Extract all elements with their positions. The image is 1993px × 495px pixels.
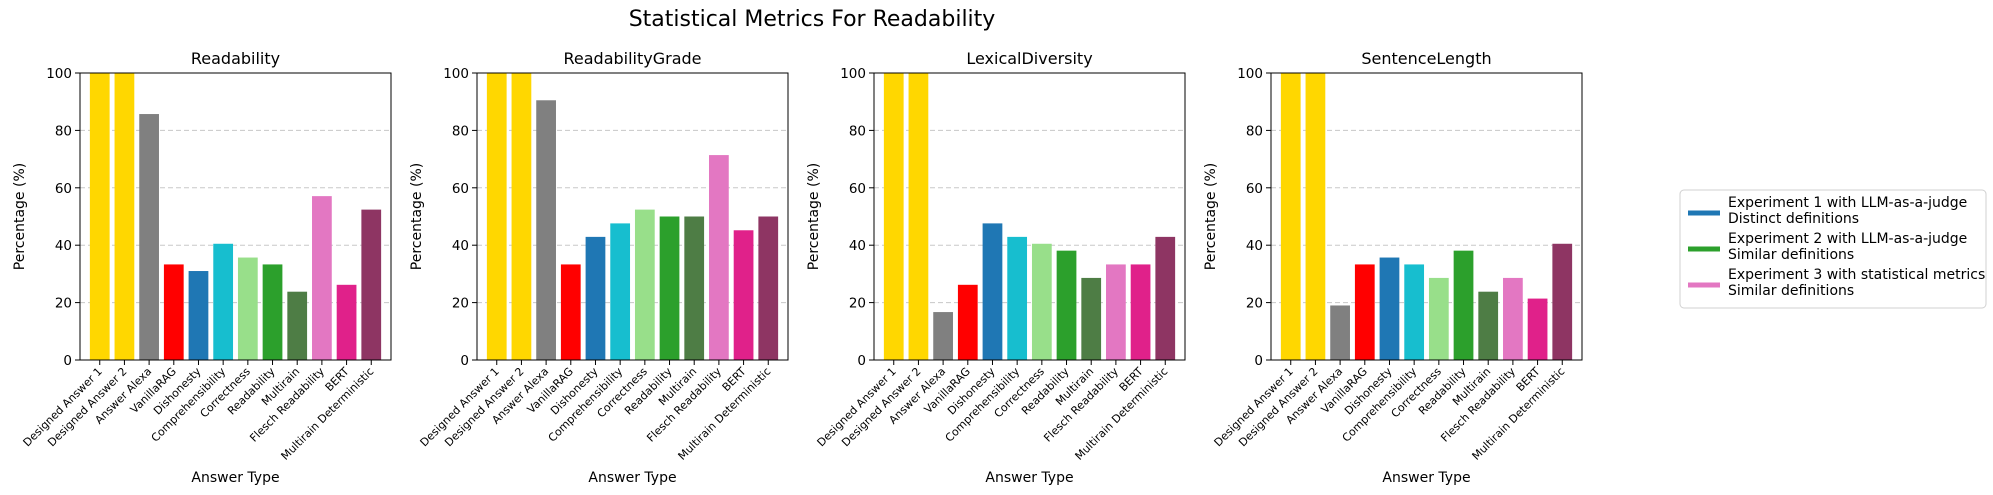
y-tick-label: 40	[452, 238, 469, 254]
bar	[909, 73, 929, 360]
bar	[684, 217, 704, 361]
panel-title: SentenceLength	[1361, 49, 1491, 68]
bar	[1155, 237, 1175, 360]
bar	[1380, 258, 1400, 360]
bar	[734, 230, 754, 360]
bar	[1478, 292, 1498, 360]
y-tick-label: 100	[443, 66, 469, 82]
bar	[1552, 244, 1572, 360]
y-tick-label: 0	[857, 353, 866, 369]
bar	[164, 264, 184, 360]
bar	[1454, 251, 1474, 360]
chart-panel-1: 020406080100Designed Answer 1Designed An…	[12, 49, 391, 486]
bar	[536, 100, 556, 360]
legend-label: Similar definitions	[1728, 247, 1854, 263]
bar	[1404, 264, 1424, 360]
bar	[586, 237, 606, 360]
bar	[884, 73, 904, 360]
bar	[287, 292, 307, 360]
panel-title: LexicalDiversity	[966, 49, 1092, 68]
bar	[1057, 251, 1077, 360]
y-tick-label: 80	[452, 123, 469, 139]
bar	[1007, 237, 1027, 360]
bar	[610, 223, 630, 360]
x-axis-label: Answer Type	[985, 470, 1073, 486]
bar	[1131, 264, 1151, 360]
bar	[213, 244, 233, 360]
bar	[933, 312, 953, 360]
bar	[983, 223, 1003, 360]
y-tick-label: 0	[63, 353, 72, 369]
bar	[263, 264, 283, 360]
y-tick-label: 40	[55, 238, 72, 254]
y-tick-label: 60	[849, 181, 866, 197]
bar	[1306, 73, 1326, 360]
bar	[958, 285, 978, 360]
bar	[660, 217, 680, 361]
bar	[312, 196, 332, 360]
y-tick-label: 40	[849, 238, 866, 254]
y-tick-label: 80	[55, 123, 72, 139]
y-tick-label: 100	[46, 66, 72, 82]
bar	[512, 73, 532, 360]
legend-label: Experiment 1 with LLM-as-a-judge	[1728, 195, 1967, 211]
bar	[1330, 305, 1350, 360]
y-tick-label: 100	[840, 66, 866, 82]
y-tick-label: 60	[452, 181, 469, 197]
bar	[561, 264, 581, 360]
y-tick-label: 0	[1254, 353, 1263, 369]
y-axis-label: Percentage (%)	[409, 163, 425, 270]
chart-panel-3: 020406080100Designed Answer 1Designed An…	[806, 49, 1185, 486]
bar	[139, 114, 159, 360]
bar	[361, 210, 381, 360]
y-tick-label: 80	[1246, 123, 1263, 139]
bar	[1503, 278, 1523, 360]
legend-label: Distinct definitions	[1728, 211, 1859, 227]
y-tick-label: 60	[1246, 181, 1263, 197]
y-tick-label: 60	[55, 181, 72, 197]
y-tick-label: 20	[452, 296, 469, 312]
bar	[709, 155, 729, 360]
panel-title: Readability	[191, 49, 280, 68]
y-tick-label: 20	[1246, 296, 1263, 312]
legend: Experiment 1 with LLM-as-a-judgeDistinct…	[1680, 190, 1986, 308]
bar	[1355, 264, 1375, 360]
chart-panels: 020406080100Designed Answer 1Designed An…	[12, 49, 1582, 486]
legend-label: Similar definitions	[1728, 283, 1854, 299]
bar	[337, 285, 357, 360]
chart-panel-2: 020406080100Designed Answer 1Designed An…	[409, 49, 788, 486]
bar	[1281, 73, 1301, 360]
bar	[1429, 278, 1449, 360]
bar	[758, 217, 778, 361]
y-tick-label: 40	[1246, 238, 1263, 254]
x-axis-label: Answer Type	[191, 470, 279, 486]
bar	[90, 73, 110, 360]
bar	[487, 73, 507, 360]
bar	[635, 210, 655, 360]
bar	[1106, 264, 1126, 360]
bar	[1528, 299, 1548, 360]
bar	[238, 258, 258, 360]
y-tick-label: 80	[849, 123, 866, 139]
legend-label: Experiment 3 with statistical metrics	[1728, 267, 1985, 283]
y-tick-label: 100	[1237, 66, 1263, 82]
legend-label: Experiment 2 with LLM-as-a-judge	[1728, 231, 1967, 247]
chart-panel-4: 020406080100Designed Answer 1Designed An…	[1203, 49, 1582, 486]
y-axis-label: Percentage (%)	[1203, 163, 1219, 270]
y-tick-label: 20	[849, 296, 866, 312]
y-tick-label: 20	[55, 296, 72, 312]
bar	[1032, 244, 1052, 360]
x-axis-label: Answer Type	[588, 470, 676, 486]
y-axis-label: Percentage (%)	[806, 163, 822, 270]
bar	[189, 271, 209, 360]
figure-title: Statistical Metrics For Readability	[629, 7, 996, 32]
panel-title: ReadabilityGrade	[563, 49, 701, 68]
y-tick-label: 0	[460, 353, 469, 369]
bar	[115, 73, 135, 360]
y-axis-label: Percentage (%)	[12, 163, 28, 270]
bar	[1081, 278, 1101, 360]
x-axis-label: Answer Type	[1382, 470, 1470, 486]
